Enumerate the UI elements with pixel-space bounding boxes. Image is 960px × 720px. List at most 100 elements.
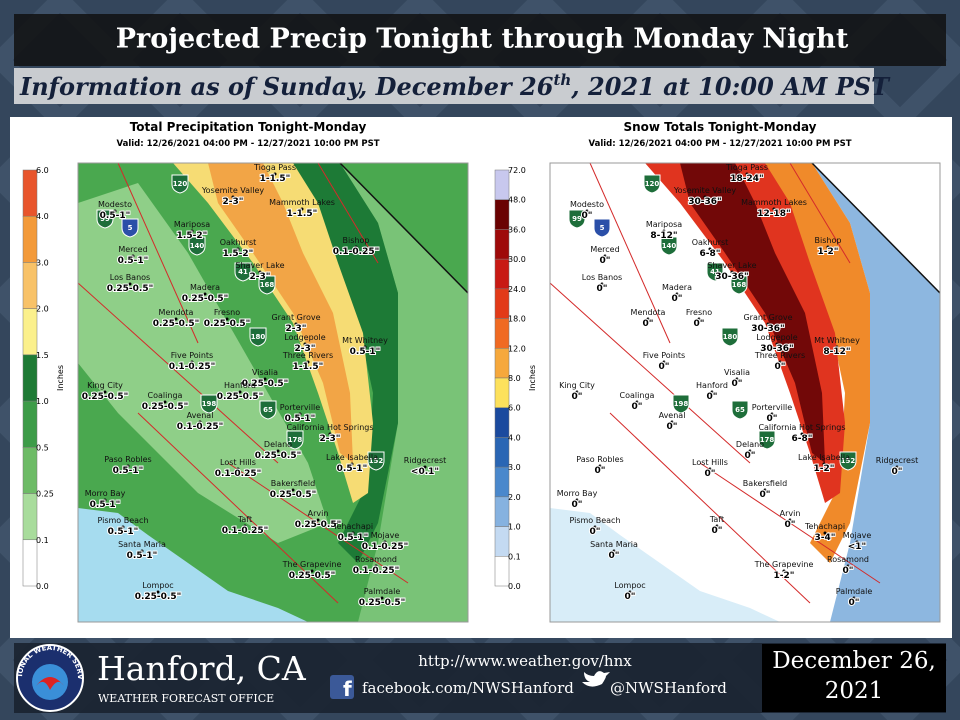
place-dot bbox=[855, 540, 859, 544]
highway-shield bbox=[730, 275, 748, 295]
place-amount: 0.1-0.25" bbox=[222, 526, 269, 536]
place-dot bbox=[675, 292, 679, 296]
place-name: Paso Robles bbox=[104, 455, 151, 464]
place-amount: 0.5-1" bbox=[90, 500, 121, 510]
url[interactable]: http://www.weather.gov/hnx bbox=[418, 652, 632, 670]
place-name: Madera bbox=[190, 283, 220, 292]
place-amount: 2-3" bbox=[223, 197, 244, 207]
place-amount: 0.25-0.5" bbox=[295, 520, 342, 530]
place-amount: 0.25-0.5" bbox=[142, 402, 189, 412]
place-amount: 18-24" bbox=[730, 174, 763, 184]
place-amount: 0.25-0.5" bbox=[82, 392, 129, 402]
place-dot bbox=[735, 377, 739, 381]
maps: Total Precipitation Tonight-Monday Valid:… bbox=[22, 120, 941, 623]
place-name: Merced bbox=[590, 245, 619, 254]
place-amount: 0" bbox=[572, 500, 583, 510]
place-dot bbox=[748, 449, 752, 453]
place-amount: 0.1-0.25" bbox=[353, 566, 400, 576]
place-name: Mt Whitney bbox=[814, 336, 860, 345]
place-name: Porterville bbox=[280, 403, 320, 412]
place-name: Shaver Lake bbox=[707, 261, 756, 270]
place-amount: 0" bbox=[590, 527, 601, 537]
title: Projected Precip Tonight through Monday … bbox=[116, 24, 849, 55]
place-name: Tehachapi bbox=[332, 522, 373, 531]
highway-number: 41 bbox=[710, 268, 720, 276]
place-name: Tehachapi bbox=[804, 522, 845, 531]
place-dot bbox=[708, 467, 712, 471]
map-region bbox=[550, 508, 780, 622]
highway-shield bbox=[286, 430, 304, 450]
legend-label: 3.0 bbox=[508, 463, 521, 472]
legend-label: 6.0 bbox=[508, 404, 521, 413]
highway-shield bbox=[258, 275, 276, 295]
place-amount: 0" bbox=[582, 211, 593, 221]
map-region bbox=[78, 183, 328, 543]
place-dot bbox=[775, 342, 779, 346]
title-band bbox=[14, 14, 946, 66]
place-dot bbox=[103, 390, 107, 394]
place-dot bbox=[263, 377, 267, 381]
place-dot bbox=[156, 590, 160, 594]
place-amount: 0.25-0.5" bbox=[217, 392, 264, 402]
place-dot bbox=[612, 549, 616, 553]
place-amount: 1-2" bbox=[774, 571, 795, 581]
place-dot bbox=[350, 462, 354, 466]
highway-number: 5 bbox=[600, 224, 605, 232]
place-name: Three Rivers bbox=[282, 351, 333, 360]
place-amount: 0" bbox=[694, 319, 705, 329]
logo-bolt bbox=[36, 677, 64, 690]
place-dot bbox=[363, 345, 367, 349]
place-dot bbox=[575, 498, 579, 502]
place-dot bbox=[225, 317, 229, 321]
legend-swatch bbox=[494, 556, 510, 587]
date-box bbox=[762, 644, 946, 712]
place-amount: 0.25-0.5" bbox=[135, 592, 182, 602]
highway-shield bbox=[171, 174, 189, 194]
legend-label: 36.0 bbox=[508, 225, 526, 234]
place-name: Visalia bbox=[724, 368, 750, 377]
place-name: Fresno bbox=[686, 308, 712, 317]
place-dot bbox=[328, 432, 332, 436]
facebook[interactable]: facebook.com/NWSHanford bbox=[362, 679, 574, 697]
place-name: Hanford bbox=[696, 381, 728, 390]
place-name: Mt Whitney bbox=[342, 336, 388, 345]
legend-label: 6.0 bbox=[36, 166, 49, 175]
place-name: Taft bbox=[709, 515, 724, 524]
highway-number: 168 bbox=[260, 281, 275, 289]
legend-swatch bbox=[494, 496, 510, 527]
map-region bbox=[208, 163, 353, 463]
place-dot bbox=[273, 172, 277, 176]
place-amount: 30-36" bbox=[688, 197, 721, 207]
place-dot bbox=[231, 195, 235, 199]
subtitle: Information as of Sunday, December 26th,… bbox=[19, 71, 891, 101]
place-name: Paso Robles bbox=[576, 455, 623, 464]
place-amount: 1-1.5" bbox=[293, 362, 324, 372]
place-dot bbox=[766, 322, 770, 326]
place-dot bbox=[140, 549, 144, 553]
place-dot bbox=[835, 345, 839, 349]
place-name: Oakhurst bbox=[692, 238, 729, 247]
place-amount: 0.25-0.5" bbox=[359, 598, 406, 608]
place-name: Bakersfield bbox=[743, 479, 787, 488]
highway-shield bbox=[593, 218, 611, 238]
highway-shield bbox=[706, 262, 724, 282]
highway-shield bbox=[234, 262, 252, 282]
place-name: King City bbox=[559, 381, 595, 390]
twitter[interactable]: @NWSHanford bbox=[610, 679, 727, 697]
place-name: Mariposa bbox=[646, 220, 682, 229]
map-title: Snow Totals Tonight-Monday bbox=[623, 120, 816, 134]
legend-label: 30.0 bbox=[508, 255, 526, 264]
place-name: Tioga Pass bbox=[253, 163, 296, 172]
place-amount: 0.5-1" bbox=[127, 551, 158, 561]
place-amount: 0" bbox=[600, 256, 611, 266]
place-name: Lodgepole bbox=[284, 333, 325, 342]
legend-label: 0.1 bbox=[36, 536, 49, 545]
legend-label: 12.0 bbox=[508, 344, 526, 353]
place-name: Visalia bbox=[252, 368, 278, 377]
place-name: Los Banos bbox=[582, 273, 622, 282]
place-dot bbox=[243, 524, 247, 528]
place-dot bbox=[575, 390, 579, 394]
highway-shield bbox=[249, 327, 267, 347]
place-amount: 0" bbox=[707, 392, 718, 402]
highway-shield bbox=[731, 400, 749, 420]
